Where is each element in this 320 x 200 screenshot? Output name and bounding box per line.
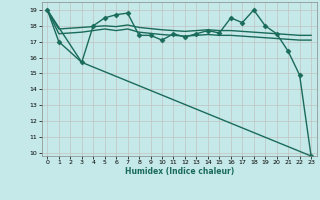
X-axis label: Humidex (Indice chaleur): Humidex (Indice chaleur) xyxy=(124,167,234,176)
